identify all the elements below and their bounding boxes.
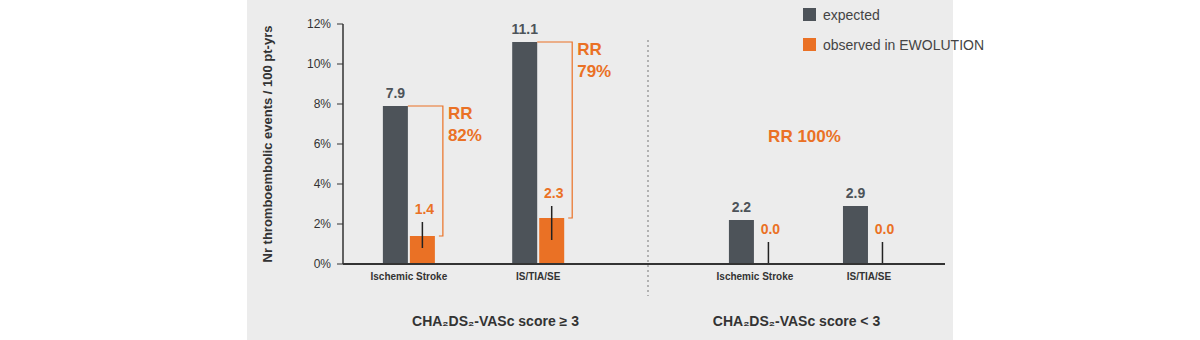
category-label: Ischemic Stroke: [371, 271, 448, 282]
rr-bracket: [408, 106, 443, 236]
error-bar: [768, 242, 770, 264]
bar: [729, 220, 754, 264]
annotation: RR: [448, 104, 473, 123]
category-label: Ischemic Stroke: [717, 271, 794, 282]
data-label: 2.2: [732, 199, 752, 215]
y-tick: [337, 64, 343, 65]
annotation: 82%: [448, 126, 482, 145]
chart: 0% 2% 4% 6% 8% 10% 12% Nr thromboembolic events…: [0, 0, 1200, 340]
x-axis: [343, 263, 945, 265]
y-tick-label: 12%: [307, 17, 331, 31]
y-tick-label: 10%: [307, 57, 331, 71]
error-bar: [551, 206, 553, 240]
y-tick: [337, 104, 343, 105]
category-label: IS/TIA/SE: [847, 271, 892, 282]
rr-bracket: [537, 42, 572, 218]
data-label: 7.9: [386, 85, 406, 101]
annotation: 79%: [577, 62, 611, 81]
y-tick-label: 0%: [314, 257, 332, 271]
bar: [843, 206, 868, 264]
data-label: 2.9: [846, 185, 866, 201]
group-label: CHA₂DS₂-VASc score ≥ 3: [412, 313, 579, 329]
y-tick: [337, 184, 343, 185]
annotation: RR: [577, 40, 602, 59]
y-tick-label: 2%: [314, 217, 332, 231]
y-tick: [337, 264, 343, 265]
y-tick-label: 8%: [314, 97, 332, 111]
legend-swatch: [803, 38, 816, 51]
data-label: 2.3: [544, 185, 564, 201]
data-label: 1.4: [415, 201, 435, 217]
data-label: 0.0: [761, 221, 781, 237]
error-bar: [422, 222, 424, 248]
y-tick: [337, 224, 343, 225]
y-tick: [337, 24, 343, 25]
legend-swatch: [803, 8, 816, 21]
data-label: 0.0: [875, 221, 895, 237]
data-label: 11.1: [511, 21, 538, 37]
panel-divider: [648, 40, 649, 296]
category-label: IS/TIA/SE: [516, 271, 561, 282]
y-axis-label: Nr thromboembolic events / 100 pt-yrs: [260, 26, 275, 263]
bars: [383, 42, 883, 264]
legend-label: expected: [823, 7, 880, 23]
bar: [383, 106, 408, 264]
y-tick-label: 6%: [314, 137, 332, 151]
y-tick-label: 4%: [314, 177, 332, 191]
error-bar: [882, 242, 884, 264]
bar: [512, 42, 537, 264]
group-label: CHA₂DS₂-VASc score < 3: [713, 313, 881, 329]
y-tick: [337, 144, 343, 145]
annotation: RR 100%: [768, 127, 841, 146]
legend-label: observed in EWOLUTION: [823, 37, 984, 53]
